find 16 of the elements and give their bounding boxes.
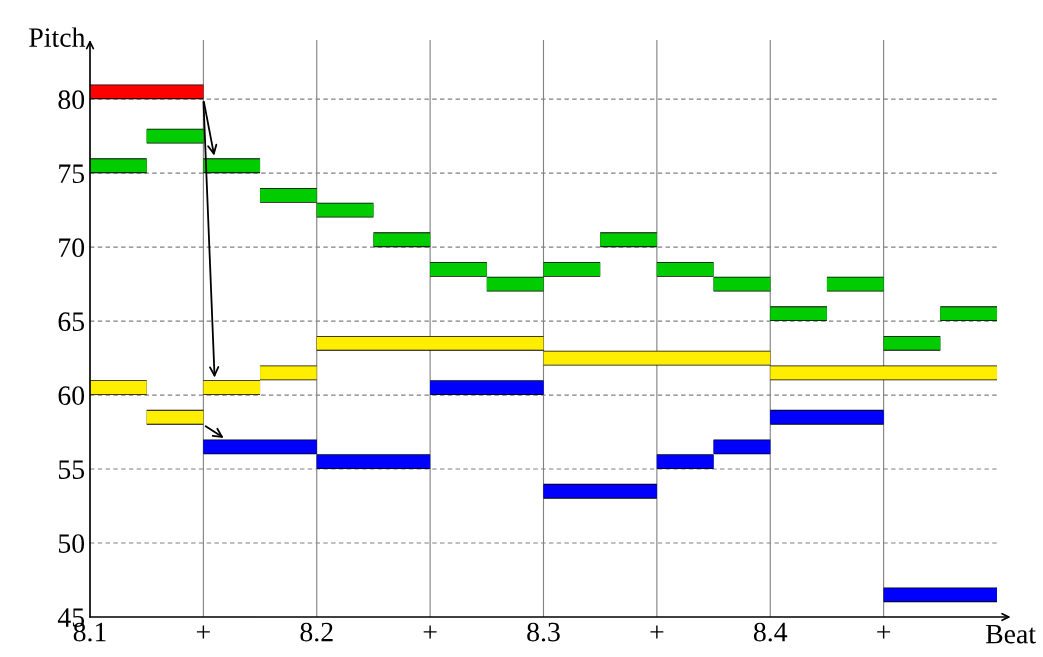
x-tick-label: + [196, 625, 210, 639]
x-tick-label: + [877, 625, 891, 639]
y-tick-label: 65 [58, 312, 85, 332]
x-tick-label: + [650, 625, 664, 639]
y-tick-label: 50 [58, 534, 85, 553]
x-tick-label: 8.3 [527, 622, 560, 642]
y-tick-label: 70 [59, 238, 85, 258]
x-tick-label: + [423, 625, 437, 639]
y-tick-label: 60 [58, 386, 85, 405]
x-tick-label: 8.4 [753, 622, 788, 642]
x-tick-label: 8.2 [300, 622, 333, 642]
y-axis-title: Pitch [29, 27, 86, 47]
y-tick-label: 75 [59, 164, 85, 184]
y-tick-label: 55 [58, 460, 85, 479]
y-tick-label: 80 [58, 90, 85, 110]
x-axis-title: Beat [985, 625, 1036, 644]
